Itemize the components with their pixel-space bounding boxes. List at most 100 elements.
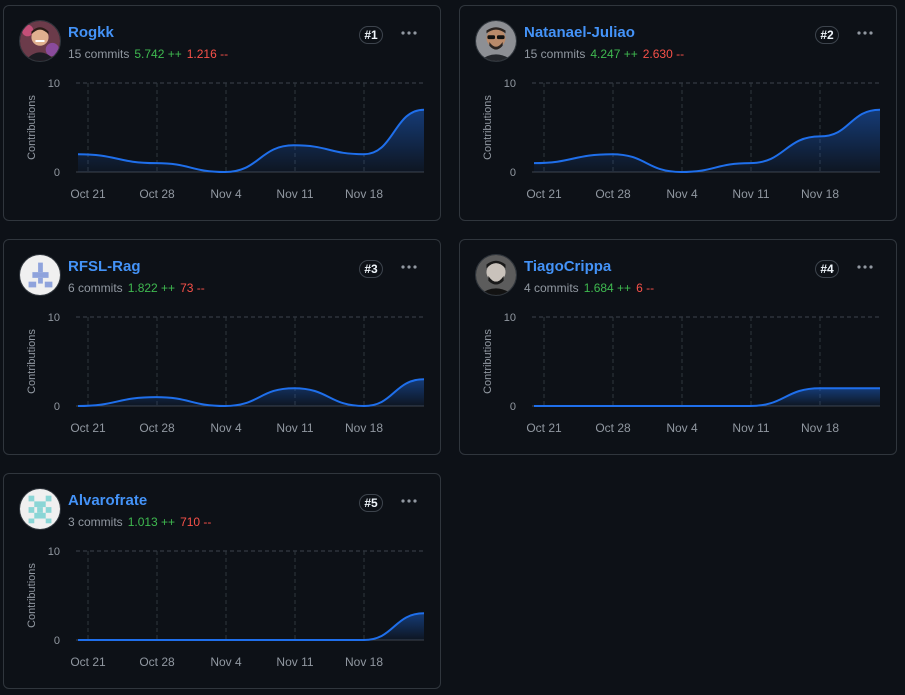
x-tick-label: Oct 21	[70, 421, 106, 435]
series-area	[534, 109, 880, 172]
more-options-button[interactable]	[398, 24, 420, 42]
rank-badge: #4	[815, 260, 839, 278]
deletions-count: 6 --	[636, 281, 655, 295]
commit-count: 4 commits	[524, 281, 579, 295]
commit-count: 6 commits	[68, 281, 123, 295]
commit-stats: 15 commits 5.742 ++ 1.216 --	[68, 47, 228, 61]
avatar[interactable]	[19, 254, 61, 296]
kebab-horizontal-icon	[401, 499, 417, 503]
commit-stats: 6 commits 1.822 ++ 73 --	[68, 281, 205, 295]
rank-badge: #3	[359, 260, 383, 278]
username-link[interactable]: Natanael-Juliao	[524, 24, 635, 41]
series-area	[78, 613, 424, 640]
series-line	[77, 108, 425, 174]
x-tick-label: Oct 21	[70, 655, 106, 669]
x-tick-label: Nov 11	[276, 421, 313, 435]
series-line	[533, 108, 881, 174]
y-tick-label: 0	[54, 401, 60, 413]
x-tick-label: Oct 28	[595, 187, 631, 201]
commit-stats: 15 commits 4.247 ++ 2.630 --	[524, 47, 684, 61]
photo-avatar-icon	[20, 21, 60, 61]
more-options-button[interactable]	[398, 258, 420, 276]
series-line	[77, 378, 425, 408]
x-tick-label: Nov 18	[345, 187, 383, 201]
commit-count: 15 commits	[524, 47, 586, 61]
x-tick-label: Oct 28	[139, 655, 175, 669]
kebab-horizontal-icon	[401, 265, 417, 269]
y-axis-label: Contributions	[482, 329, 494, 394]
kebab-horizontal-icon	[857, 265, 873, 269]
x-tick-label: Oct 21	[526, 421, 562, 435]
y-axis-label: Contributions	[26, 95, 38, 160]
contributor-card: Natanael-Juliao 15 commits 4.247 ++ 2.630 …	[459, 5, 897, 221]
avatar[interactable]	[475, 20, 517, 62]
x-tick-label: Nov 11	[732, 187, 769, 201]
deletions-count: 2.630 --	[642, 47, 685, 61]
x-tick-label: Nov 11	[732, 421, 769, 435]
identicon-icon	[20, 489, 60, 529]
contributor-card: RFSL-Rag 6 commits 1.822 ++ 73 -- #3 10 0 Co…	[3, 239, 441, 455]
avatar[interactable]	[475, 254, 517, 296]
rank-badge: #2	[815, 26, 839, 44]
x-tick-label: Nov 18	[801, 187, 839, 201]
username-link[interactable]: Alvarofrate	[68, 492, 148, 509]
username-link[interactable]: RFSL-Rag	[68, 258, 141, 275]
contributor-card: Rogkk 15 commits 5.742 ++ 1.216 -- #1 10 0 C…	[3, 5, 441, 221]
y-axis-label: Contributions	[482, 95, 494, 160]
x-tick-label: Oct 28	[595, 421, 631, 435]
rank-badge: #1	[359, 26, 383, 44]
commit-stats: 3 commits 1.013 ++ 710 --	[68, 515, 211, 529]
x-tick-label: Nov 18	[345, 655, 383, 669]
contributor-card: TiagoCrippa 4 commits 1.684 ++ 6 -- #4 10 0…	[459, 239, 897, 455]
kebab-horizontal-icon	[401, 31, 417, 35]
contributor-card: Alvarofrate 3 commits 1.013 ++ 710 -- #5 1…	[3, 473, 441, 689]
y-tick-label: 10	[48, 546, 60, 558]
x-tick-label: Oct 21	[526, 187, 562, 201]
additions-count: 5.742 ++	[134, 47, 182, 61]
photo-avatar-icon	[476, 21, 516, 61]
x-tick-label: Oct 28	[139, 421, 175, 435]
x-tick-label: Nov 4	[210, 421, 242, 435]
photo-avatar-icon	[476, 255, 516, 295]
commit-stats: 4 commits 1.684 ++ 6 --	[524, 281, 654, 295]
avatar[interactable]	[19, 20, 61, 62]
x-tick-label: Nov 4	[210, 655, 242, 669]
deletions-count: 1.216 --	[186, 47, 229, 61]
username-link[interactable]: Rogkk	[68, 24, 114, 41]
additions-count: 1.822 ++	[127, 281, 176, 295]
y-tick-label: 10	[48, 312, 60, 324]
y-tick-label: 10	[504, 78, 516, 90]
y-axis-label: Contributions	[26, 563, 38, 628]
y-tick-label: 10	[48, 78, 60, 90]
series-area	[534, 388, 880, 406]
y-tick-label: 0	[510, 167, 516, 179]
commit-count: 3 commits	[68, 515, 123, 529]
x-tick-label: Nov 18	[801, 421, 839, 435]
rank-badge: #5	[359, 494, 383, 512]
avatar[interactable]	[19, 488, 61, 530]
deletions-count: 73 --	[180, 281, 205, 295]
additions-count: 1.013 ++	[127, 515, 176, 529]
more-options-button[interactable]	[854, 24, 876, 42]
x-tick-label: Nov 4	[666, 187, 698, 201]
x-tick-label: Oct 21	[70, 187, 106, 201]
y-tick-label: 0	[54, 167, 60, 179]
x-tick-label: Nov 18	[345, 421, 383, 435]
series-line	[78, 612, 425, 641]
series-line	[534, 387, 880, 407]
x-tick-label: Nov 11	[276, 187, 313, 201]
username-link[interactable]: TiagoCrippa	[524, 258, 612, 275]
series-area	[78, 109, 424, 172]
deletions-count: 710 --	[180, 515, 212, 529]
additions-count: 1.684 ++	[583, 281, 632, 295]
x-tick-label: Nov 4	[666, 421, 698, 435]
y-tick-label: 0	[510, 401, 516, 413]
series-area	[78, 379, 424, 406]
kebab-horizontal-icon	[857, 31, 873, 35]
x-tick-label: Nov 4	[210, 187, 242, 201]
y-tick-label: 10	[504, 312, 516, 324]
more-options-button[interactable]	[854, 258, 876, 276]
identicon-icon	[20, 255, 60, 295]
more-options-button[interactable]	[398, 492, 420, 510]
x-tick-label: Oct 28	[139, 187, 175, 201]
